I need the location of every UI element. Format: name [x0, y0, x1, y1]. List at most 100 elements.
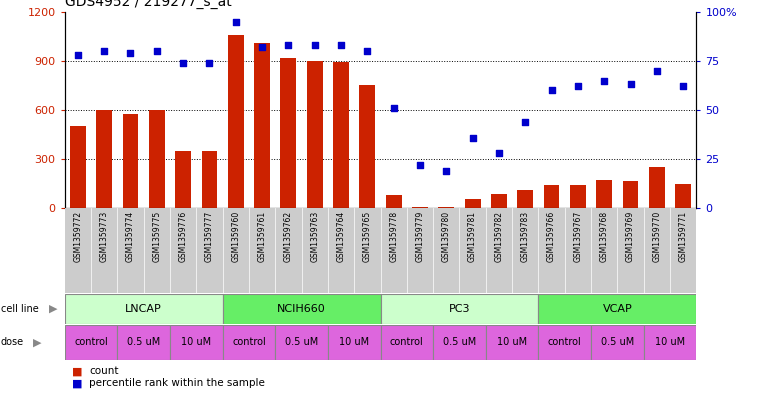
Text: control: control [232, 337, 266, 347]
Text: 10 uM: 10 uM [181, 337, 212, 347]
Text: GSM1359779: GSM1359779 [416, 211, 425, 262]
Point [361, 48, 374, 54]
Text: control: control [74, 337, 108, 347]
Point [282, 42, 295, 48]
Text: control: control [390, 337, 424, 347]
Text: 0.5 uM: 0.5 uM [443, 337, 476, 347]
Text: 0.5 uM: 0.5 uM [127, 337, 161, 347]
Text: control: control [548, 337, 581, 347]
Text: GSM1359763: GSM1359763 [310, 211, 319, 262]
Text: VCAP: VCAP [603, 304, 632, 314]
Text: 10 uM: 10 uM [655, 337, 685, 347]
Text: GSM1359769: GSM1359769 [626, 211, 635, 262]
Text: count: count [89, 366, 119, 376]
Text: 0.5 uM: 0.5 uM [285, 337, 318, 347]
Text: 10 uM: 10 uM [497, 337, 527, 347]
Text: GSM1359764: GSM1359764 [336, 211, 345, 262]
Bar [539, 294, 696, 324]
Text: ▶: ▶ [33, 337, 41, 347]
Bar [380, 325, 433, 360]
Bar [70, 127, 86, 208]
Point [203, 60, 215, 66]
Point [572, 83, 584, 90]
Bar [254, 43, 270, 208]
Bar [644, 325, 696, 360]
Bar [123, 114, 139, 208]
Text: ▶: ▶ [49, 304, 57, 314]
Text: GSM1359771: GSM1359771 [679, 211, 688, 262]
Bar [170, 325, 223, 360]
Point [493, 150, 505, 156]
Bar [412, 207, 428, 208]
Text: GSM1359770: GSM1359770 [652, 211, 661, 262]
Point [335, 42, 347, 48]
Bar [591, 325, 644, 360]
Bar [65, 325, 117, 360]
Point [177, 60, 189, 66]
Bar [65, 294, 223, 324]
Text: GSM1359761: GSM1359761 [257, 211, 266, 262]
Text: GSM1359776: GSM1359776 [179, 211, 188, 262]
Point [546, 87, 558, 94]
Text: GSM1359774: GSM1359774 [126, 211, 135, 262]
Point [230, 18, 242, 25]
Point [598, 77, 610, 84]
Bar [380, 294, 539, 324]
Text: GSM1359777: GSM1359777 [205, 211, 214, 262]
Point [151, 48, 163, 54]
Point [309, 42, 321, 48]
Bar [149, 110, 164, 208]
Bar [675, 184, 691, 208]
Bar [202, 151, 218, 208]
Point [519, 119, 531, 125]
Bar [438, 207, 454, 208]
Bar [539, 325, 591, 360]
Text: GSM1359767: GSM1359767 [573, 211, 582, 262]
Text: NCIH660: NCIH660 [277, 304, 326, 314]
Point [466, 134, 479, 141]
Text: GSM1359760: GSM1359760 [231, 211, 240, 262]
Text: ■: ■ [72, 366, 83, 376]
Text: percentile rank within the sample: percentile rank within the sample [89, 378, 265, 388]
Text: GSM1359765: GSM1359765 [363, 211, 372, 262]
Point [387, 105, 400, 111]
Bar [275, 325, 328, 360]
Text: GSM1359783: GSM1359783 [521, 211, 530, 262]
Point [440, 168, 452, 174]
Bar [649, 167, 665, 208]
Text: PC3: PC3 [449, 304, 470, 314]
Point [72, 52, 84, 58]
Text: GDS4952 / 219277_s_at: GDS4952 / 219277_s_at [65, 0, 231, 9]
Bar [328, 325, 380, 360]
Text: GSM1359775: GSM1359775 [152, 211, 161, 262]
Text: GSM1359780: GSM1359780 [442, 211, 451, 262]
Bar [491, 195, 507, 208]
Bar [386, 195, 402, 208]
Text: 0.5 uM: 0.5 uM [600, 337, 634, 347]
Bar [517, 190, 533, 208]
Text: GSM1359782: GSM1359782 [495, 211, 504, 262]
Text: dose: dose [1, 337, 24, 347]
Text: GSM1359762: GSM1359762 [284, 211, 293, 262]
Text: GSM1359778: GSM1359778 [389, 211, 398, 262]
Point [414, 162, 426, 168]
Bar [486, 325, 539, 360]
Bar [570, 185, 586, 208]
Text: GSM1359768: GSM1359768 [600, 211, 609, 262]
Bar [465, 199, 480, 208]
Text: ■: ■ [72, 378, 83, 388]
Text: GSM1359773: GSM1359773 [100, 211, 109, 262]
Bar [597, 180, 612, 208]
Bar [359, 86, 375, 208]
Bar [96, 110, 112, 208]
Bar [622, 181, 638, 208]
Point [625, 81, 637, 88]
Bar [281, 58, 296, 208]
Bar [543, 185, 559, 208]
Bar [175, 151, 191, 208]
Bar [433, 325, 486, 360]
Bar [228, 35, 244, 208]
Text: GSM1359766: GSM1359766 [547, 211, 556, 262]
Point [677, 83, 689, 90]
Point [124, 50, 136, 56]
